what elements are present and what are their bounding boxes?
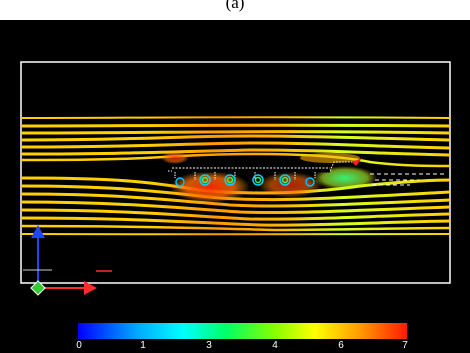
colorbar-tick-label: 7 bbox=[402, 340, 408, 351]
upper-shear-layer bbox=[300, 153, 360, 163]
wake-lines bbox=[370, 173, 445, 186]
colorbar-tick-label: 0 bbox=[76, 340, 82, 351]
separation-marker bbox=[352, 158, 362, 166]
colorbar-gradient bbox=[78, 323, 407, 339]
hot-region-left bbox=[170, 171, 250, 203]
streamlines-upper bbox=[20, 116, 451, 168]
domain-outline bbox=[20, 61, 451, 284]
axis-triad bbox=[23, 225, 112, 296]
vortices bbox=[175, 174, 315, 187]
hot-region-front bbox=[161, 152, 189, 164]
hot-region-right bbox=[258, 172, 322, 198]
colorbar-tick-label: 6 bbox=[338, 340, 344, 351]
colorbar-tick-label: 3 bbox=[206, 340, 212, 351]
colorbar-tick-label: 1 bbox=[140, 340, 146, 351]
colorbar-labels: 0 1 3 4 6 7 bbox=[0, 340, 470, 353]
caption-background bbox=[0, 0, 470, 20]
immersed-body bbox=[168, 161, 360, 180]
figure-caption: (a) bbox=[225, 0, 245, 12]
colorbar-tick-label: 4 bbox=[272, 340, 278, 351]
